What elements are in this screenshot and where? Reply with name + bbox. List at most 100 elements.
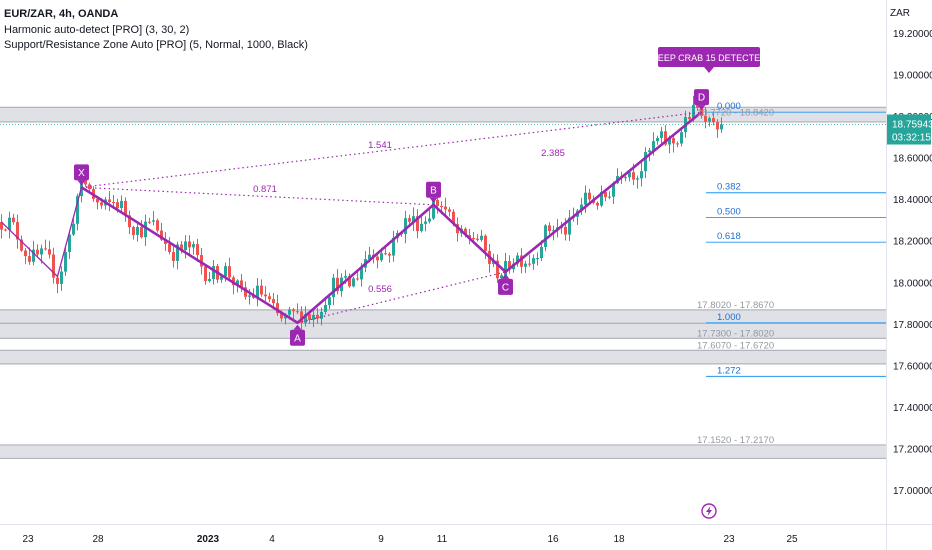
candle-body[interactable]: [8, 217, 11, 230]
candle-body[interactable]: [24, 250, 27, 257]
candle-body[interactable]: [676, 143, 679, 145]
candle-body[interactable]: [136, 226, 139, 235]
candle-body[interactable]: [712, 118, 715, 123]
candle-body[interactable]: [16, 222, 19, 240]
candle-body[interactable]: [304, 314, 307, 323]
candle-body[interactable]: [44, 248, 47, 250]
candle-body[interactable]: [120, 200, 123, 209]
candle-body[interactable]: [108, 199, 111, 202]
candle-body[interactable]: [480, 235, 483, 240]
candles-layer[interactable]: [0, 95, 723, 332]
candle-body[interactable]: [384, 253, 387, 255]
candle-body[interactable]: [392, 237, 395, 256]
candle-body[interactable]: [472, 238, 475, 240]
candle-body[interactable]: [52, 254, 55, 278]
candle-body[interactable]: [0, 222, 3, 230]
point-marker-c[interactable]: [498, 278, 513, 295]
candle-body[interactable]: [516, 255, 519, 264]
sr-zone-band[interactable]: [0, 309, 886, 324]
candle-body[interactable]: [348, 276, 351, 287]
candle-body[interactable]: [580, 204, 583, 211]
candle-body[interactable]: [452, 211, 455, 225]
candle-body[interactable]: [484, 235, 487, 251]
candle-body[interactable]: [352, 278, 355, 287]
candle-body[interactable]: [144, 221, 147, 238]
candle-body[interactable]: [132, 227, 135, 235]
candle-body[interactable]: [192, 244, 195, 248]
candle-body[interactable]: [116, 202, 119, 209]
candle-body[interactable]: [584, 192, 587, 205]
candle-body[interactable]: [48, 249, 51, 255]
candle-body[interactable]: [376, 256, 379, 261]
candle-body[interactable]: [28, 256, 31, 262]
candle-body[interactable]: [264, 294, 267, 297]
candle-body[interactable]: [40, 248, 43, 255]
candle-body[interactable]: [360, 267, 363, 280]
candle-body[interactable]: [436, 200, 439, 206]
candle-body[interactable]: [708, 118, 711, 122]
candle-body[interactable]: [552, 230, 555, 232]
candle-body[interactable]: [96, 198, 99, 203]
candle-body[interactable]: [624, 177, 627, 179]
point-marker-b[interactable]: [426, 181, 441, 198]
candle-body[interactable]: [444, 206, 447, 210]
candle-body[interactable]: [336, 277, 339, 292]
candle-body[interactable]: [4, 229, 7, 231]
candle-body[interactable]: [716, 122, 719, 130]
candle-body[interactable]: [380, 253, 383, 261]
indicator-sr-zones[interactable]: Support/Resistance Zone Auto [PRO] (5, N…: [4, 39, 308, 51]
candle-body[interactable]: [156, 220, 159, 231]
candle-body[interactable]: [100, 202, 103, 206]
candle-body[interactable]: [60, 271, 63, 284]
candle-body[interactable]: [416, 216, 419, 232]
candle-body[interactable]: [612, 183, 615, 197]
candle-body[interactable]: [332, 277, 335, 298]
candle-body[interactable]: [632, 172, 635, 180]
candle-body[interactable]: [188, 241, 191, 248]
candle-body[interactable]: [660, 131, 663, 139]
candle-body[interactable]: [564, 226, 567, 235]
candle-body[interactable]: [296, 311, 299, 313]
candle-body[interactable]: [248, 295, 251, 297]
candle-body[interactable]: [36, 249, 39, 255]
candle-body[interactable]: [276, 303, 279, 314]
last-price-tag[interactable]: [887, 114, 931, 145]
candle-body[interactable]: [604, 192, 607, 198]
candle-body[interactable]: [128, 215, 131, 228]
candle-body[interactable]: [508, 261, 511, 270]
candle-body[interactable]: [240, 280, 243, 288]
candle-body[interactable]: [268, 296, 271, 300]
candle-body[interactable]: [628, 172, 631, 178]
candle-body[interactable]: [76, 196, 79, 224]
candle-body[interactable]: [328, 297, 331, 305]
candle-body[interactable]: [688, 117, 691, 120]
candle-body[interactable]: [648, 150, 651, 153]
candle-body[interactable]: [368, 254, 371, 260]
candle-body[interactable]: [540, 246, 543, 259]
candle-body[interactable]: [200, 254, 203, 267]
candle-body[interactable]: [532, 258, 535, 264]
candle-body[interactable]: [224, 266, 227, 277]
candle-body[interactable]: [388, 253, 391, 256]
candle-body[interactable]: [680, 132, 683, 144]
candle-body[interactable]: [664, 131, 667, 145]
candle-body[interactable]: [212, 266, 215, 280]
candle-body[interactable]: [176, 244, 179, 261]
candle-body[interactable]: [404, 218, 407, 235]
candle-body[interactable]: [164, 239, 167, 244]
candle-body[interactable]: [448, 209, 451, 212]
candle-body[interactable]: [68, 234, 71, 252]
candle-body[interactable]: [288, 309, 291, 315]
sr-zone-band[interactable]: [0, 444, 886, 459]
candle-body[interactable]: [124, 200, 127, 216]
candle-body[interactable]: [88, 184, 91, 190]
candle-body[interactable]: [408, 218, 411, 222]
candle-body[interactable]: [300, 311, 303, 323]
candle-body[interactable]: [428, 218, 431, 222]
candle-body[interactable]: [64, 251, 67, 272]
candle-body[interactable]: [260, 285, 263, 295]
candle-body[interactable]: [356, 278, 359, 280]
candle-body[interactable]: [56, 277, 59, 284]
point-marker-d[interactable]: [694, 89, 709, 106]
candle-body[interactable]: [568, 217, 571, 235]
